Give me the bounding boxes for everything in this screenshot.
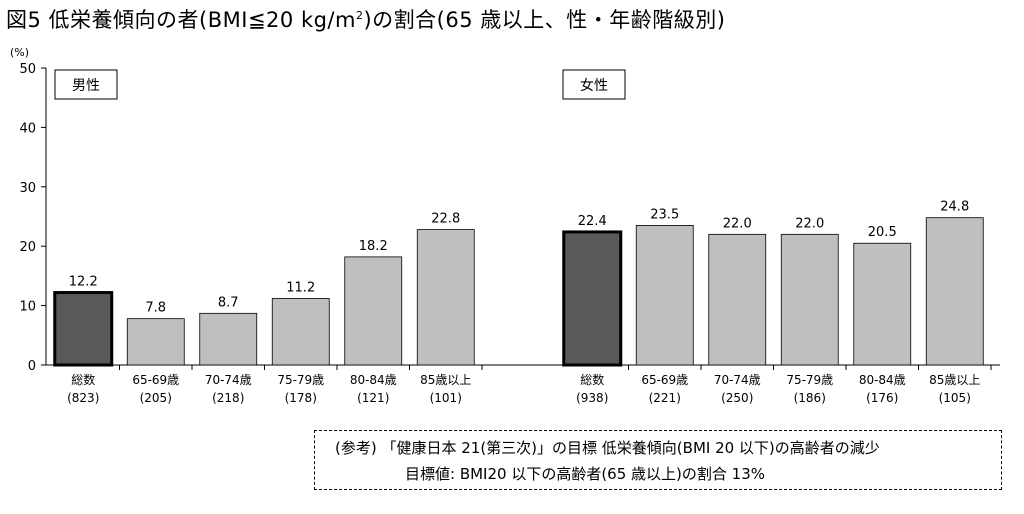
x-category-label: 65-69歳	[132, 373, 179, 387]
reference-note-box: (参考) 「健康日本 21(第三次)」の目標 低栄養傾向(BMI 20 以下)の…	[314, 430, 1002, 490]
bar-value-label: 20.5	[868, 225, 897, 240]
bar-age-group	[199, 312, 258, 366]
x-sample-size-label: (105)	[939, 391, 971, 405]
x-category-label: 85歳以上	[929, 373, 980, 387]
bar-age-group	[780, 233, 839, 366]
group-label-box	[562, 69, 626, 100]
bar-value-label: 12.2	[69, 275, 98, 290]
bar-chart: (%) 0 10 20 30 40 50 男性 12.2 総数 (823) 7.8 65-69歳 (205…	[10, 46, 1000, 405]
y-tick-label: 50	[19, 62, 36, 77]
bar-age-group	[344, 256, 403, 366]
x-category-label: 75-79歳	[277, 373, 324, 387]
x-category-label: 75-79歳	[786, 373, 833, 387]
x-category-label: 85歳以上	[420, 373, 471, 387]
bar-value-label: 8.7	[218, 295, 239, 310]
bar-value-label: 7.8	[145, 301, 166, 316]
group-label-box	[54, 69, 118, 100]
bar-value-label: 22.0	[795, 216, 824, 231]
bar-value-label: 22.0	[723, 216, 752, 231]
x-category-label: 70-74歳	[714, 373, 761, 387]
bar-value-label: 22.8	[431, 212, 460, 227]
chart-title-rest: )の割合(65 歳以上、性・年齢階級別)	[363, 8, 726, 32]
chart-title-superscript: 2	[355, 9, 364, 22]
group-label: 女性	[580, 77, 608, 94]
x-category-label: 65-69歳	[641, 373, 688, 387]
bar-total	[562, 230, 623, 367]
group-label: 男性	[72, 78, 100, 94]
x-sample-size-label: (178)	[285, 391, 317, 405]
y-tick-label: 20	[19, 240, 36, 255]
chart-title-main: 図5 低栄養傾向の者(BMI≦20 kg/m	[6, 8, 356, 32]
bar-value-label: 11.2	[286, 280, 315, 295]
reference-note-line-1: (参考) 「健康日本 21(第三次)」の目標 低栄養傾向(BMI 20 以下)の…	[335, 439, 880, 457]
x-category-label: 80-84歳	[859, 373, 906, 387]
bar-age-group	[416, 229, 475, 366]
bar-age-group	[925, 217, 984, 366]
bar-value-label: 23.5	[650, 207, 679, 222]
y-tick-label: 30	[19, 181, 36, 196]
x-sample-size-label: (121)	[357, 391, 389, 405]
y-tick-label: 10	[19, 300, 36, 315]
bar-total	[53, 291, 114, 367]
x-category-label: 70-74歳	[205, 373, 252, 387]
x-sample-size-label: (205)	[140, 391, 172, 405]
bar-age-group	[853, 242, 912, 366]
reference-note-line-2: 目標値: BMI20 以下の高齢者(65 歳以上)の割合 13%	[405, 465, 766, 483]
y-tick-label: 0	[28, 359, 36, 374]
bar-age-group	[708, 233, 767, 366]
y-axis-unit-label: (%)	[10, 46, 29, 59]
bar-age-group	[635, 225, 694, 366]
x-category-label: 総数	[71, 372, 95, 387]
x-sample-size-label: (176)	[866, 391, 898, 405]
bar-age-group	[126, 318, 185, 366]
x-category-label: 80-84歳	[350, 373, 397, 387]
x-sample-size-label: (221)	[649, 391, 681, 405]
x-sample-size-label: (218)	[212, 391, 244, 405]
x-sample-size-label: (250)	[721, 391, 753, 405]
bar-age-group	[271, 298, 330, 366]
bar-value-label: 24.8	[940, 200, 969, 215]
y-tick-label: 40	[19, 121, 36, 136]
x-sample-size-label: (823)	[67, 391, 99, 405]
x-sample-size-label: (101)	[430, 391, 462, 405]
x-category-label: 総数	[580, 372, 604, 387]
chart-title: 図5 低栄養傾向の者(BMI≦20 kg/m2)の割合(65 歳以上、性・年齢階…	[6, 4, 725, 34]
x-sample-size-label: (938)	[576, 391, 608, 405]
bar-value-label: 22.4	[578, 214, 607, 229]
x-sample-size-label: (186)	[794, 391, 826, 405]
bar-value-label: 18.2	[359, 239, 388, 254]
